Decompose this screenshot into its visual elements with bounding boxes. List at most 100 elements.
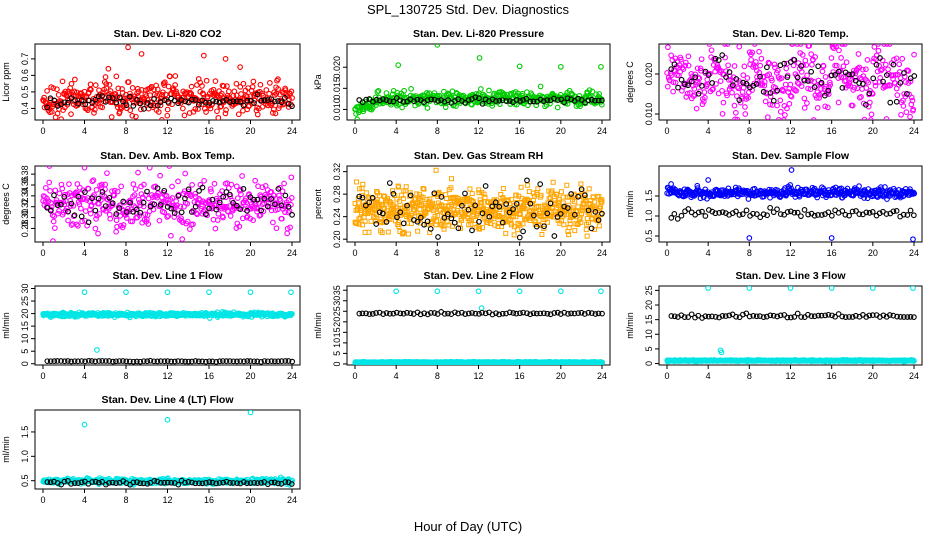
data-point [493, 98, 499, 104]
data-point [106, 358, 113, 364]
data-point [258, 207, 264, 214]
y-axis-label: ml/min [1, 436, 11, 463]
data-point [254, 91, 261, 98]
data-point [826, 79, 833, 86]
x-tick-label: 20 [245, 371, 255, 381]
data-point [732, 109, 739, 116]
data-point [767, 312, 774, 319]
data-point [510, 206, 516, 212]
data-point [175, 100, 181, 107]
data-point [586, 219, 592, 225]
data-point [863, 66, 869, 73]
data-point [796, 193, 803, 200]
data-point [213, 358, 220, 365]
series-all [40, 44, 295, 120]
data-point [220, 358, 226, 364]
data-point [668, 66, 675, 73]
data-point [442, 104, 449, 111]
data-point [720, 99, 727, 106]
data-point [247, 215, 254, 222]
data-point [571, 211, 578, 218]
series-hourly [356, 177, 605, 241]
data-point-outlier [787, 286, 794, 291]
data-point [444, 211, 451, 217]
data-point [520, 309, 526, 316]
data-point [116, 94, 123, 101]
y-axis-label: percent [313, 188, 323, 219]
data-point [228, 181, 235, 188]
data-point [276, 192, 282, 199]
x-tick-label: 12 [473, 371, 483, 381]
data-point [705, 72, 712, 78]
data-point [896, 61, 903, 68]
data-point [671, 313, 678, 320]
data-point-outlier [478, 305, 485, 311]
data-point [578, 219, 584, 225]
data-point [901, 70, 907, 76]
x-tick-label: 24 [909, 126, 919, 136]
data-point [390, 190, 397, 197]
data-point [68, 111, 74, 117]
y-tick-label: 0.30 [20, 209, 30, 227]
x-tick-label: 8 [747, 371, 752, 381]
data-point [814, 105, 821, 111]
data-point [59, 185, 66, 192]
data-point-outlier [125, 44, 131, 51]
data-point [421, 310, 428, 317]
data-point [230, 358, 237, 365]
data-point-outlier [475, 288, 482, 295]
data-point [206, 358, 213, 365]
data-point [699, 82, 705, 89]
y-tick-label: 0.38 [20, 165, 30, 183]
data-point [697, 65, 704, 72]
data-point [761, 73, 767, 80]
data-point [672, 79, 679, 86]
data-point [805, 85, 811, 92]
y-tick-label: 15 [644, 315, 654, 325]
x-tick-label: 24 [287, 126, 297, 136]
y-tick-label: 20 [644, 300, 654, 310]
data-point [822, 74, 829, 80]
data-point [59, 78, 66, 85]
data-point [733, 313, 739, 320]
data-point [687, 90, 693, 96]
x-tick-label: 8 [435, 248, 440, 258]
data-point [246, 191, 252, 198]
data-point [179, 236, 186, 242]
data-point [273, 90, 280, 97]
data-point [537, 310, 544, 317]
data-point [48, 108, 55, 115]
data-point [140, 358, 147, 365]
data-point [70, 221, 76, 227]
data-point [892, 72, 899, 78]
data-point [486, 217, 492, 223]
y-tick-label: 25 [332, 306, 342, 316]
data-point [475, 209, 481, 215]
data-point [396, 184, 402, 190]
data-point [894, 92, 901, 98]
data-point [47, 358, 54, 365]
data-point [213, 98, 220, 105]
data-point [756, 313, 763, 319]
data-point [93, 215, 99, 222]
data-point [489, 311, 496, 318]
data-point [87, 210, 94, 217]
data-point [678, 56, 684, 63]
data-point [182, 358, 189, 365]
data-point [264, 97, 271, 103]
data-point [284, 230, 291, 237]
data-point [240, 102, 247, 109]
data-point [784, 74, 791, 80]
data-point [213, 206, 220, 213]
data-point [46, 179, 53, 186]
data-point [544, 310, 551, 317]
data-point [493, 310, 499, 317]
data-point [71, 358, 78, 365]
data-point [690, 93, 697, 99]
data-point [251, 358, 257, 365]
data-point [743, 80, 750, 87]
data-point [164, 358, 171, 364]
series-all [40, 166, 295, 242]
data-point [386, 180, 393, 186]
data-point-outlier [206, 289, 212, 296]
